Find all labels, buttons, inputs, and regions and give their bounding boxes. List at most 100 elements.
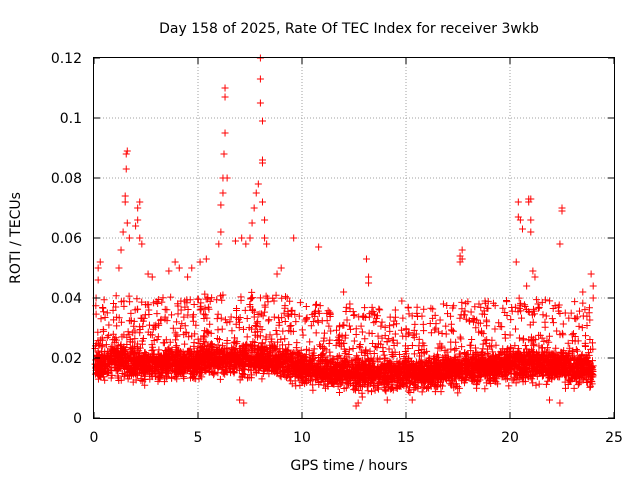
- data-point: [235, 344, 243, 352]
- data-point: [278, 294, 286, 302]
- data-point: [284, 364, 292, 372]
- data-point: [176, 324, 184, 332]
- data-point: [475, 328, 483, 336]
- data-point: [511, 342, 519, 350]
- data-point: [190, 342, 198, 350]
- data-point: [306, 338, 314, 346]
- data-point: [202, 366, 210, 374]
- data-point: [587, 370, 595, 378]
- data-point: [394, 378, 402, 386]
- data-point: [546, 297, 554, 305]
- data-point: [249, 305, 257, 313]
- data-point: [166, 348, 174, 356]
- data-point: [402, 358, 410, 366]
- data-point: [483, 336, 491, 344]
- data-point: [412, 362, 420, 370]
- data-point: [552, 344, 560, 352]
- data-point: [530, 364, 538, 372]
- data-point: [402, 342, 410, 350]
- data-point: [477, 373, 485, 381]
- data-point: [326, 348, 334, 356]
- data-point: [310, 345, 318, 353]
- data-point: [413, 303, 421, 311]
- data-point: [318, 317, 326, 325]
- data-point: [245, 324, 253, 332]
- data-point: [452, 338, 460, 346]
- data-point: [201, 290, 209, 298]
- data-point: [206, 320, 214, 328]
- data-point: [424, 383, 432, 391]
- data-point: [286, 297, 294, 305]
- data-point: [298, 326, 306, 334]
- data-point: [582, 332, 590, 340]
- data-point: [104, 360, 112, 368]
- data-point: [408, 342, 416, 350]
- data-point: [148, 365, 156, 373]
- data-point: [189, 317, 197, 325]
- data-point: [131, 335, 139, 343]
- data-point: [243, 314, 251, 322]
- data-point: [350, 311, 358, 319]
- data-point: [526, 321, 534, 329]
- data-point: [133, 295, 141, 303]
- data-points: [91, 54, 597, 410]
- data-point: [118, 351, 126, 359]
- data-point: [411, 320, 419, 328]
- data-point: [268, 362, 276, 370]
- data-point: [487, 343, 495, 351]
- data-point: [109, 299, 117, 307]
- data-point: [180, 313, 188, 321]
- data-point: [281, 304, 289, 312]
- data-point: [127, 309, 135, 317]
- data-point: [272, 326, 280, 334]
- data-point: [265, 370, 273, 378]
- data-point: [236, 314, 244, 322]
- data-point: [429, 377, 437, 385]
- data-point: [545, 338, 553, 346]
- data-point: [131, 306, 139, 314]
- data-point: [473, 316, 481, 324]
- data-point: [541, 358, 549, 366]
- data-point: [495, 368, 503, 376]
- data-point: [377, 340, 385, 348]
- data-point: [528, 375, 536, 383]
- data-point: [219, 342, 227, 350]
- data-point: [445, 358, 453, 366]
- data-point: [201, 311, 209, 319]
- data-point: [111, 358, 119, 366]
- data-point: [295, 374, 303, 382]
- data-point: [521, 301, 529, 309]
- data-point: [173, 318, 181, 326]
- data-point: [100, 308, 108, 316]
- data-point: [458, 298, 466, 306]
- data-point: [281, 335, 289, 343]
- data-point: [129, 344, 137, 352]
- data-point: [578, 324, 586, 332]
- data-point: [247, 295, 255, 303]
- data-point: [337, 379, 345, 387]
- data-point: [511, 303, 519, 311]
- data-point: [405, 384, 413, 392]
- data-point: [583, 322, 591, 330]
- data-point: [349, 308, 357, 316]
- data-point: [171, 329, 179, 337]
- data-point: [586, 336, 594, 344]
- data-point: [545, 332, 553, 340]
- data-point: [538, 298, 546, 306]
- data-point: [284, 307, 292, 315]
- data-point: [287, 321, 295, 329]
- data-point: [315, 380, 323, 388]
- data-point: [374, 332, 382, 340]
- data-point: [488, 336, 496, 344]
- data-point: [322, 346, 330, 354]
- data-point: [501, 331, 509, 339]
- data-point: [303, 314, 311, 322]
- data-point: [496, 369, 504, 377]
- data-point: [129, 378, 137, 386]
- data-point: [439, 355, 447, 363]
- data-point: [194, 335, 202, 343]
- data-point: [361, 304, 369, 312]
- data-point: [156, 373, 164, 381]
- data-point: [258, 357, 266, 365]
